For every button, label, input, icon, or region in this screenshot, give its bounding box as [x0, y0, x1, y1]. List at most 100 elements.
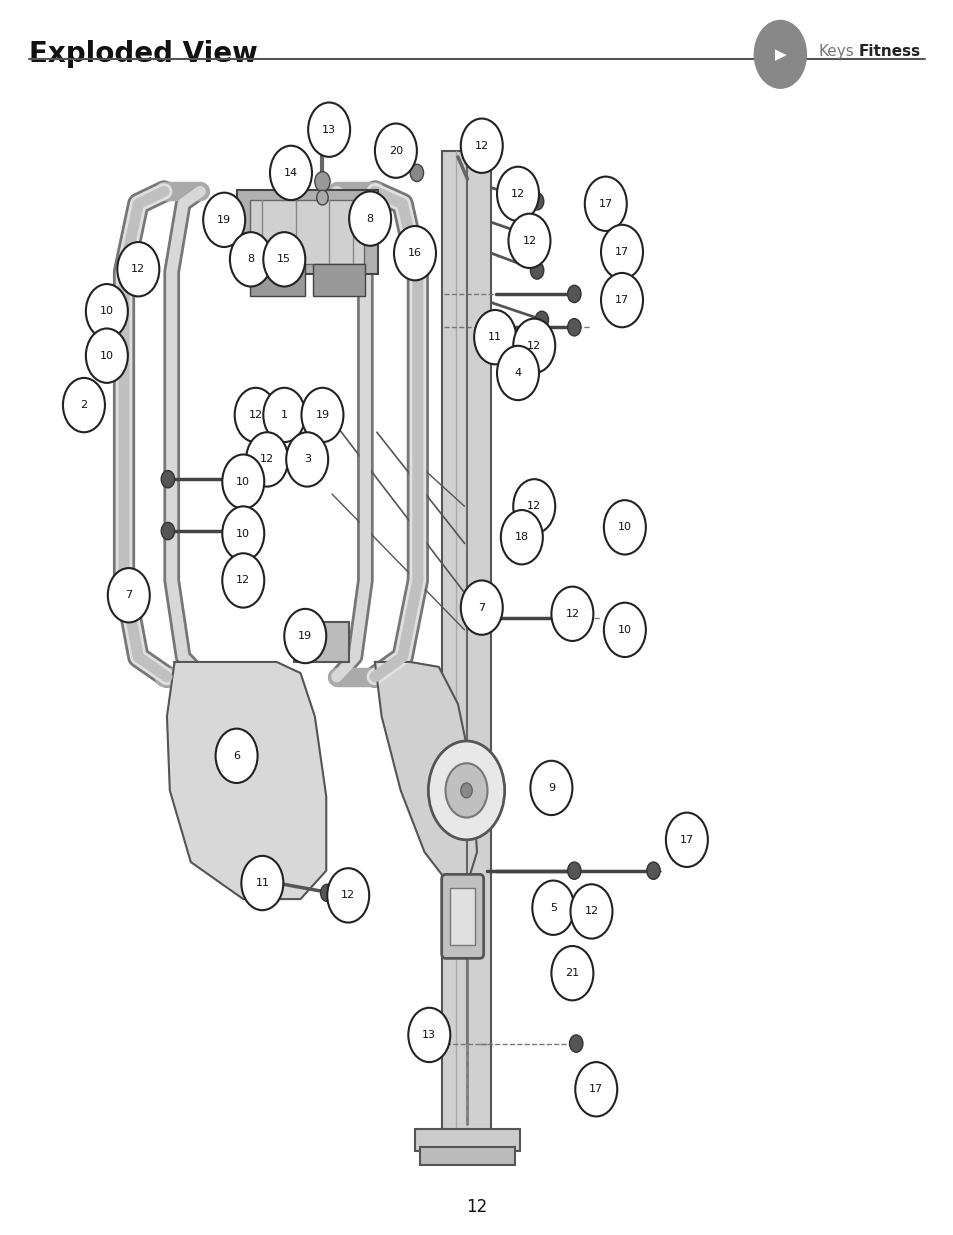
Circle shape [222, 454, 264, 509]
Text: 8: 8 [366, 214, 374, 224]
Circle shape [203, 193, 245, 247]
Text: 11: 11 [255, 878, 269, 888]
Circle shape [570, 884, 612, 939]
Circle shape [508, 214, 550, 268]
Circle shape [263, 388, 305, 442]
Circle shape [394, 226, 436, 280]
Circle shape [530, 262, 543, 279]
Text: 19: 19 [298, 631, 312, 641]
Text: 10: 10 [618, 522, 631, 532]
FancyBboxPatch shape [250, 264, 305, 296]
Circle shape [215, 729, 257, 783]
Text: 21: 21 [565, 968, 578, 978]
Text: 10: 10 [236, 529, 250, 538]
Text: 12: 12 [466, 1198, 487, 1216]
Text: ▶: ▶ [774, 47, 785, 62]
Circle shape [530, 230, 543, 247]
Circle shape [535, 311, 548, 329]
Circle shape [63, 378, 105, 432]
Text: 13: 13 [422, 1030, 436, 1040]
Circle shape [500, 510, 542, 564]
Circle shape [569, 1035, 582, 1052]
Circle shape [530, 761, 572, 815]
Text: 12: 12 [527, 501, 540, 511]
Circle shape [530, 193, 543, 210]
Circle shape [646, 862, 659, 879]
Text: 1: 1 [280, 410, 288, 420]
Text: 18: 18 [515, 532, 528, 542]
Text: 12: 12 [565, 609, 578, 619]
Text: 4: 4 [514, 368, 521, 378]
FancyBboxPatch shape [450, 888, 475, 945]
Circle shape [567, 862, 580, 879]
Circle shape [108, 568, 150, 622]
Circle shape [603, 500, 645, 555]
Circle shape [316, 190, 328, 205]
Circle shape [375, 124, 416, 178]
FancyBboxPatch shape [415, 1129, 519, 1151]
Text: 9: 9 [547, 783, 555, 793]
Text: 10: 10 [100, 351, 113, 361]
Circle shape [460, 783, 472, 798]
Text: 6: 6 [233, 751, 240, 761]
Text: 17: 17 [598, 199, 612, 209]
FancyBboxPatch shape [294, 622, 349, 662]
Text: 10: 10 [100, 306, 113, 316]
Circle shape [161, 471, 174, 488]
Text: 5: 5 [549, 903, 557, 913]
Circle shape [567, 285, 580, 303]
Circle shape [445, 763, 487, 818]
Text: Fitness: Fitness [858, 44, 920, 59]
Text: 17: 17 [679, 835, 693, 845]
Circle shape [575, 1062, 617, 1116]
Polygon shape [167, 662, 326, 899]
Circle shape [230, 232, 272, 287]
Circle shape [86, 284, 128, 338]
Text: 17: 17 [615, 295, 628, 305]
Circle shape [513, 479, 555, 534]
Polygon shape [375, 662, 476, 883]
Text: 11: 11 [488, 332, 501, 342]
Text: 16: 16 [408, 248, 421, 258]
FancyBboxPatch shape [441, 874, 483, 958]
Text: 17: 17 [589, 1084, 602, 1094]
Text: 13: 13 [322, 125, 335, 135]
Circle shape [161, 522, 174, 540]
Circle shape [513, 319, 555, 373]
Circle shape [320, 884, 334, 902]
Circle shape [410, 164, 423, 182]
Text: 3: 3 [303, 454, 311, 464]
Circle shape [327, 868, 369, 923]
Text: 12: 12 [475, 141, 488, 151]
FancyBboxPatch shape [250, 200, 364, 264]
Circle shape [286, 432, 328, 487]
Circle shape [314, 172, 330, 191]
Circle shape [532, 881, 574, 935]
Text: 7: 7 [477, 603, 485, 613]
Circle shape [241, 856, 283, 910]
Text: 2: 2 [80, 400, 88, 410]
Text: 8: 8 [247, 254, 254, 264]
FancyBboxPatch shape [236, 190, 377, 274]
Text: 14: 14 [284, 168, 297, 178]
Circle shape [567, 319, 580, 336]
Circle shape [497, 167, 538, 221]
Circle shape [603, 603, 645, 657]
Text: 12: 12 [236, 576, 250, 585]
Text: 12: 12 [522, 236, 536, 246]
Circle shape [600, 225, 642, 279]
Circle shape [584, 177, 626, 231]
Circle shape [349, 191, 391, 246]
Circle shape [753, 20, 806, 89]
Circle shape [222, 506, 264, 561]
Text: 12: 12 [249, 410, 262, 420]
Circle shape [86, 329, 128, 383]
Circle shape [551, 946, 593, 1000]
Circle shape [222, 553, 264, 608]
FancyBboxPatch shape [313, 264, 365, 296]
Circle shape [600, 273, 642, 327]
Text: 12: 12 [260, 454, 274, 464]
Circle shape [551, 587, 593, 641]
Text: 15: 15 [277, 254, 291, 264]
Text: 10: 10 [618, 625, 631, 635]
